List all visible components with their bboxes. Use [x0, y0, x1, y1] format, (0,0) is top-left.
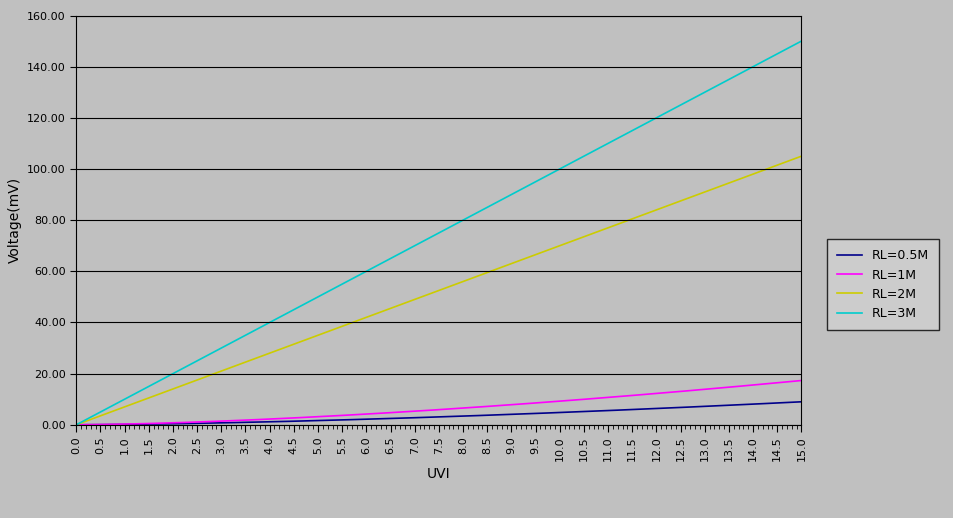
RL=3M [681, 98, 693, 105]
RL=1M [741, 382, 753, 388]
RL=0.5M [361, 416, 373, 422]
RL=2M [361, 314, 373, 320]
RL=3M [361, 268, 373, 274]
RL=1M [71, 422, 82, 428]
RL=1M [565, 397, 577, 404]
RL=0.5M [385, 415, 396, 422]
RL=2M [795, 153, 806, 160]
RL=0.5M [795, 399, 806, 405]
Legend: RL=0.5M, RL=1M, RL=2M, RL=3M: RL=0.5M, RL=1M, RL=2M, RL=3M [826, 239, 938, 330]
RL=1M [681, 387, 693, 394]
RL=3M [71, 422, 82, 428]
RL=0.5M [71, 422, 82, 428]
RL=3M [639, 120, 651, 126]
RL=1M [385, 410, 396, 416]
RL=3M [385, 255, 396, 261]
RL=2M [639, 211, 651, 217]
RL=0.5M [639, 406, 651, 412]
RL=2M [71, 422, 82, 428]
RL=2M [681, 195, 693, 202]
Line: RL=3M: RL=3M [76, 41, 801, 425]
RL=0.5M [741, 401, 753, 408]
Line: RL=0.5M: RL=0.5M [76, 402, 801, 425]
Line: RL=1M: RL=1M [76, 381, 801, 425]
RL=0.5M [681, 404, 693, 410]
RL=2M [385, 305, 396, 311]
RL=1M [795, 378, 806, 384]
RL=3M [741, 66, 753, 73]
RL=3M [565, 160, 577, 166]
RL=2M [741, 173, 753, 179]
RL=1M [639, 391, 651, 397]
X-axis label: UVI: UVI [427, 467, 450, 481]
RL=2M [565, 238, 577, 244]
RL=3M [795, 38, 806, 44]
Line: RL=2M: RL=2M [76, 156, 801, 425]
RL=0.5M [565, 409, 577, 415]
Y-axis label: Voltage(mV): Voltage(mV) [8, 177, 22, 263]
RL=1M [361, 411, 373, 417]
